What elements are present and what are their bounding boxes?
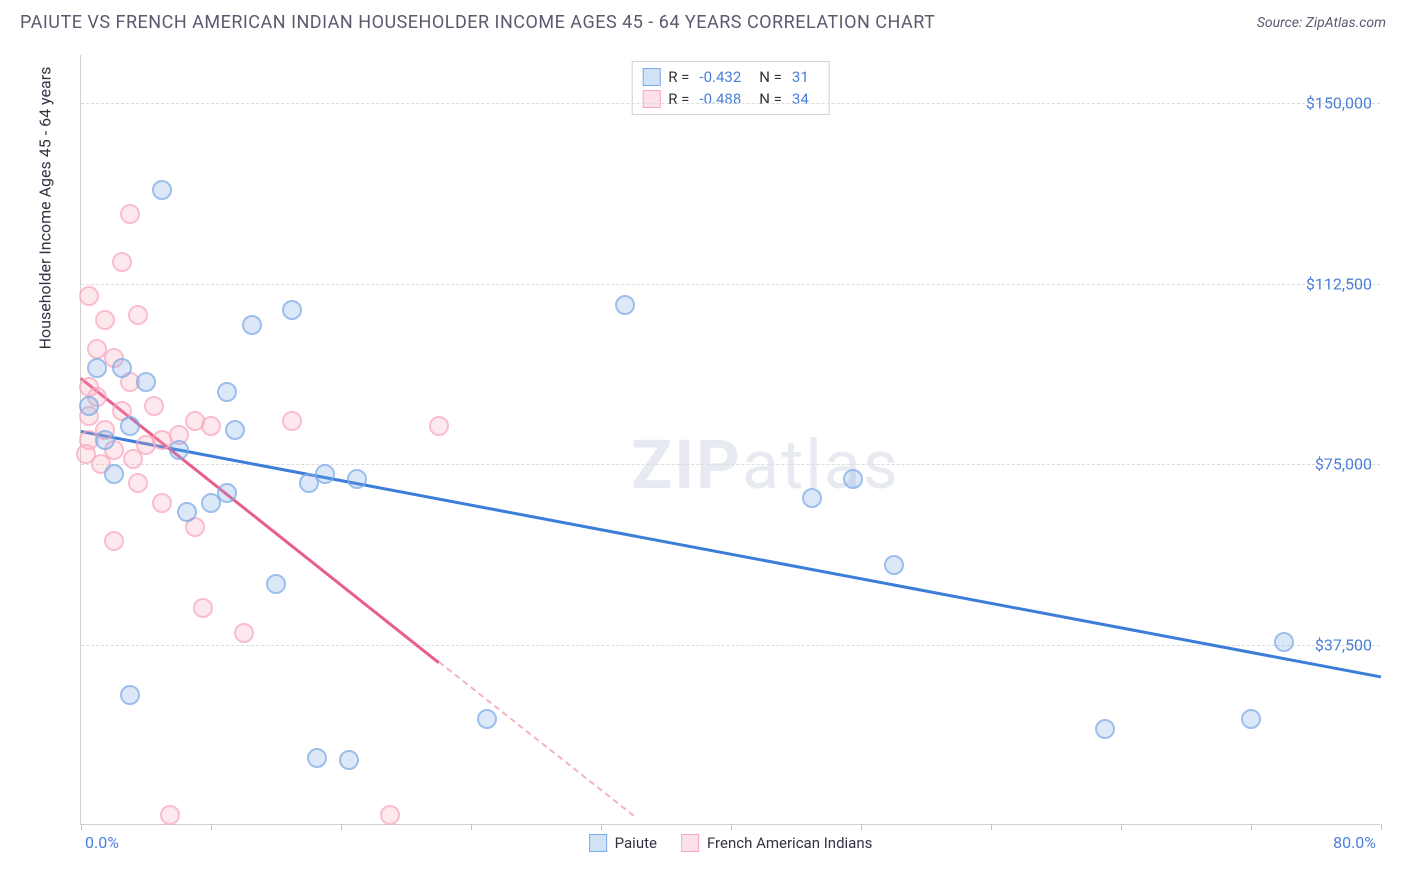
trend-line — [438, 662, 634, 818]
y-tick-label: $37,500 — [1315, 635, 1372, 654]
data-point — [615, 295, 635, 315]
trend-line — [81, 430, 1381, 678]
y-tick-label: $150,000 — [1306, 94, 1372, 113]
x-tick — [81, 824, 82, 830]
data-point — [429, 416, 449, 436]
data-point — [177, 502, 197, 522]
data-point — [242, 315, 262, 335]
grid-line — [81, 645, 1380, 646]
data-point — [884, 555, 904, 575]
data-point — [152, 180, 172, 200]
data-point — [339, 750, 359, 770]
data-point — [79, 396, 99, 416]
legend-row-french: R = -0.488 N = 34 — [642, 88, 819, 110]
x-tick — [1121, 824, 1122, 830]
x-tick — [1251, 824, 1252, 830]
data-point — [123, 449, 143, 469]
data-point — [802, 488, 822, 508]
legend-swatch-blue — [642, 68, 660, 86]
data-point — [144, 396, 164, 416]
legend-series: Paiute French American Indians — [589, 834, 873, 852]
y-tick-label: $75,000 — [1315, 455, 1372, 474]
x-axis-max-label: 80.0% — [1333, 833, 1376, 852]
data-point — [307, 748, 327, 768]
data-point — [95, 430, 115, 450]
y-tick-label: $112,500 — [1306, 274, 1372, 293]
data-point — [120, 416, 140, 436]
data-point — [112, 358, 132, 378]
x-tick — [731, 824, 732, 830]
source-label: Source: ZipAtlas.com — [1257, 15, 1386, 31]
data-point — [160, 805, 180, 825]
x-tick — [861, 824, 862, 830]
legend-correlation: R = -0.432 N = 31 R = -0.488 N = 34 — [631, 61, 830, 115]
data-point — [234, 623, 254, 643]
data-point — [169, 440, 189, 460]
data-point — [104, 531, 124, 551]
data-point — [128, 473, 148, 493]
legend-swatch-pink-icon — [681, 834, 699, 852]
data-point — [152, 493, 172, 513]
data-point — [87, 358, 107, 378]
grid-line — [81, 284, 1380, 285]
x-tick — [211, 824, 212, 830]
x-tick — [991, 824, 992, 830]
data-point — [1241, 709, 1261, 729]
data-point — [136, 372, 156, 392]
data-point — [299, 473, 319, 493]
data-point — [477, 709, 497, 729]
data-point — [201, 416, 221, 436]
chart-container: Householder Income Ages 45 - 64 years ZI… — [50, 55, 1390, 850]
data-point — [843, 469, 863, 489]
data-point — [193, 598, 213, 618]
x-axis-min-label: 0.0% — [85, 833, 119, 852]
data-point — [79, 286, 99, 306]
data-point — [282, 300, 302, 320]
plot-area: ZIPatlas R = -0.432 N = 31 R = -0.488 N … — [80, 55, 1380, 825]
data-point — [128, 305, 148, 325]
legend-row-paiute: R = -0.432 N = 31 — [642, 66, 819, 88]
data-point — [120, 685, 140, 705]
x-tick — [1381, 824, 1382, 830]
legend-swatch-blue-icon — [589, 834, 607, 852]
data-point — [380, 805, 400, 825]
data-point — [95, 310, 115, 330]
y-axis-label: Householder Income Ages 45 - 64 years — [36, 66, 55, 349]
data-point — [112, 252, 132, 272]
grid-line — [81, 464, 1380, 465]
header: PAIUTE VS FRENCH AMERICAN INDIAN HOUSEHO… — [0, 0, 1406, 41]
x-tick — [601, 824, 602, 830]
legend-item-paiute: Paiute — [589, 834, 657, 852]
data-point — [217, 382, 237, 402]
data-point — [225, 420, 245, 440]
data-point — [347, 469, 367, 489]
grid-line — [81, 103, 1380, 104]
data-point — [201, 493, 221, 513]
data-point — [1095, 719, 1115, 739]
data-point — [1274, 632, 1294, 652]
x-tick — [341, 824, 342, 830]
chart-title: PAIUTE VS FRENCH AMERICAN INDIAN HOUSEHO… — [20, 12, 935, 33]
data-point — [120, 204, 140, 224]
x-tick — [471, 824, 472, 830]
legend-swatch-pink — [642, 90, 660, 108]
data-point — [282, 411, 302, 431]
legend-item-french: French American Indians — [681, 834, 872, 852]
data-point — [266, 574, 286, 594]
data-point — [104, 464, 124, 484]
